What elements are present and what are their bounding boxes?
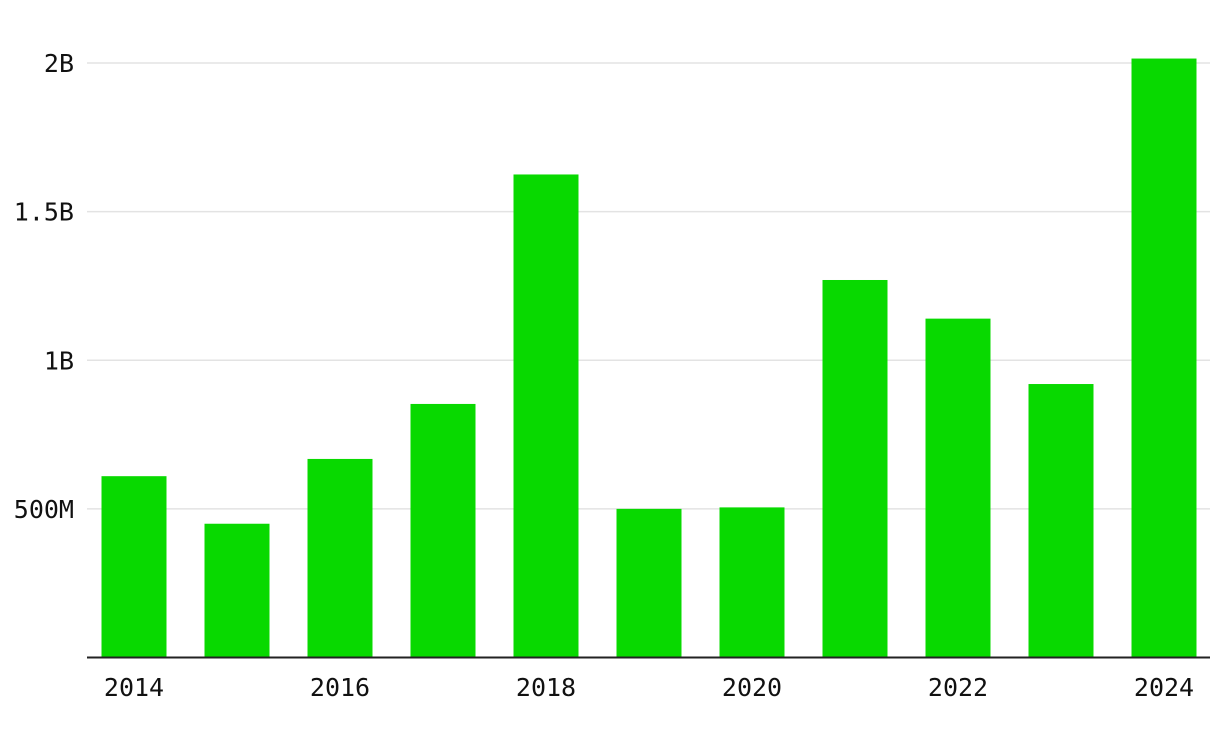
bar-2024 [1131, 58, 1197, 658]
y-axis-ticks: 500M 1B 1.5B 2B [14, 49, 74, 524]
y-tick-label: 1.5B [14, 198, 74, 227]
x-tick-label: 2014 [104, 673, 164, 702]
y-tick-label: 1B [44, 346, 74, 375]
bars [101, 58, 1197, 658]
bar-2022 [925, 318, 991, 658]
bar-2016 [307, 458, 373, 658]
bar-2023 [1028, 384, 1094, 658]
x-axis-ticks: 2014 2016 2018 2020 2022 2024 [104, 673, 1194, 702]
bar-2017 [410, 403, 476, 658]
x-tick-label: 2016 [310, 673, 370, 702]
bar-2018 [513, 174, 579, 658]
bar-2015 [204, 523, 270, 658]
x-tick-label: 2020 [722, 673, 782, 702]
bar-2019 [616, 508, 682, 658]
bar-2020 [719, 507, 785, 658]
x-tick-label: 2024 [1134, 673, 1194, 702]
x-tick-label: 2018 [516, 673, 576, 702]
bar-2014 [101, 476, 167, 658]
x-tick-label: 2022 [928, 673, 988, 702]
y-tick-label: 500M [14, 495, 74, 524]
bar-2021 [822, 279, 888, 658]
y-tick-label: 2B [44, 49, 74, 78]
